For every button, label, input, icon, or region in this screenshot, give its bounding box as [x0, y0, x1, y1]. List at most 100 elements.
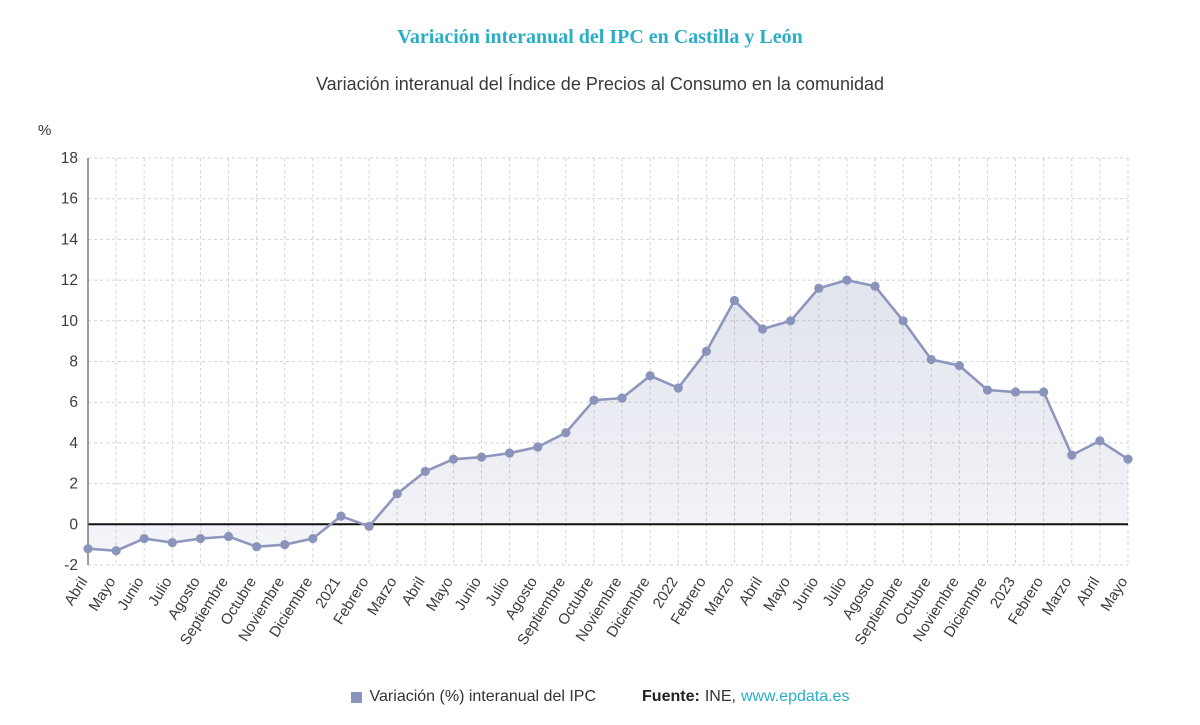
y-axis-unit-label: % [38, 122, 52, 139]
data-point [139, 533, 149, 544]
data-point [786, 316, 796, 326]
data-point [729, 295, 740, 306]
x-tick-label: Noviembre [235, 574, 288, 645]
y-tick-label: -2 [64, 557, 78, 574]
x-tick-label: Diciembre [603, 574, 653, 640]
ipc-line-chart: -2024681012141618AbrilMayoJunioJulioAgos… [61, 150, 1133, 648]
data-point [448, 454, 459, 464]
source-attribution: Fuente: INE, www.epdata.es [642, 688, 849, 706]
x-tick-label: Septiembre [851, 574, 906, 648]
data-point [420, 466, 430, 476]
data-point [982, 385, 993, 395]
data-point [757, 324, 768, 334]
y-tick-label: 0 [69, 516, 78, 533]
y-tick-label: 16 [61, 191, 78, 208]
data-point [870, 281, 880, 291]
x-tick-label: Octubre [217, 574, 260, 628]
data-point [364, 521, 374, 531]
x-tick-label: 2022 [650, 574, 682, 611]
x-tick-label: Abril [1073, 574, 1103, 608]
data-point [252, 542, 262, 552]
data-point [1067, 450, 1077, 460]
chart-title: Variación interanual del IPC en Castilla… [397, 26, 803, 48]
legend-series-label: Variación (%) interanual del IPC [369, 688, 597, 705]
x-tick-label: Julio [820, 574, 851, 609]
x-tick-label: Agosto [839, 574, 878, 623]
data-point [589, 395, 599, 405]
data-point [167, 538, 177, 548]
y-tick-label: 8 [69, 354, 78, 371]
x-tick-label: Agosto [502, 574, 541, 623]
data-point [617, 393, 627, 403]
data-point [223, 531, 234, 542]
y-tick-label: 18 [61, 150, 78, 167]
data-point [476, 452, 487, 462]
x-tick-label: Abril [61, 574, 91, 608]
x-tick-label: Marzo [1039, 574, 1076, 618]
x-tick-label: Diciembre [266, 574, 316, 640]
data-point [926, 354, 936, 365]
x-tick-label: Septiembre [177, 574, 232, 648]
x-tick-label: Abril [736, 574, 766, 608]
source-name: INE, [704, 688, 736, 705]
chart-footer: Variación (%) interanual del IPC Fuente:… [0, 688, 1200, 706]
x-tick-label: Mayo [1098, 574, 1132, 614]
x-tick-label: Septiembre [514, 574, 569, 648]
data-point [83, 544, 93, 554]
x-tick-label: Junio [114, 574, 147, 613]
y-tick-label: 4 [69, 435, 78, 452]
x-tick-label: Febrero [1005, 574, 1047, 628]
data-point [111, 546, 121, 556]
x-tick-label: 2021 [312, 574, 344, 611]
data-point [505, 448, 515, 458]
x-tick-label: 2023 [987, 574, 1019, 611]
data-point [1039, 387, 1049, 397]
data-point [673, 383, 683, 393]
x-tick-label: Marzo [701, 574, 738, 618]
source-link[interactable]: www.epdata.es [740, 688, 850, 705]
x-tick-label: Febrero [330, 574, 372, 628]
x-tick-label: Julio [145, 574, 176, 609]
y-tick-label: 14 [61, 231, 79, 248]
series-area-fill [88, 280, 1128, 551]
data-point [814, 283, 824, 293]
x-tick-label: Octubre [555, 574, 598, 628]
x-tick-label: Marzo [364, 574, 401, 618]
data-point [308, 533, 318, 544]
x-tick-label: Noviembre [910, 574, 963, 645]
x-tick-label: Febrero [668, 574, 710, 628]
data-point [280, 540, 290, 550]
x-tick-label: Octubre [892, 574, 935, 628]
y-tick-label: 6 [69, 394, 78, 411]
data-point [701, 346, 711, 356]
x-tick-label: Diciembre [941, 574, 991, 640]
data-point [954, 360, 964, 371]
data-point [533, 442, 543, 452]
chart-subtitle: Variación interanual del Índice de Preci… [315, 74, 884, 94]
x-tick-label: Mayo [86, 574, 120, 614]
x-tick-label: Julio [482, 574, 513, 609]
source-label: Fuente: [642, 688, 700, 705]
y-tick-label: 10 [61, 313, 79, 330]
x-tick-label: Mayo [760, 574, 794, 614]
x-tick-label: Abril [398, 574, 428, 608]
x-tick-label: Junio [789, 574, 822, 613]
x-tick-label: Agosto [165, 574, 204, 623]
data-point [392, 489, 402, 499]
series-line [86, 278, 1130, 553]
data-point [645, 371, 655, 381]
data-point [1123, 454, 1133, 464]
data-point [195, 533, 206, 544]
data-point [336, 511, 346, 521]
x-tick-label: Noviembre [573, 574, 626, 645]
data-point [1010, 387, 1021, 397]
data-point [561, 428, 571, 438]
y-tick-label: 2 [69, 476, 78, 493]
x-tick-label: Junio [451, 574, 484, 613]
legend-marker-icon [350, 691, 362, 703]
x-tick-label: Mayo [423, 574, 457, 614]
data-point [842, 275, 852, 285]
data-point [1095, 436, 1105, 446]
data-point [898, 316, 908, 326]
y-tick-label: 12 [61, 272, 78, 289]
